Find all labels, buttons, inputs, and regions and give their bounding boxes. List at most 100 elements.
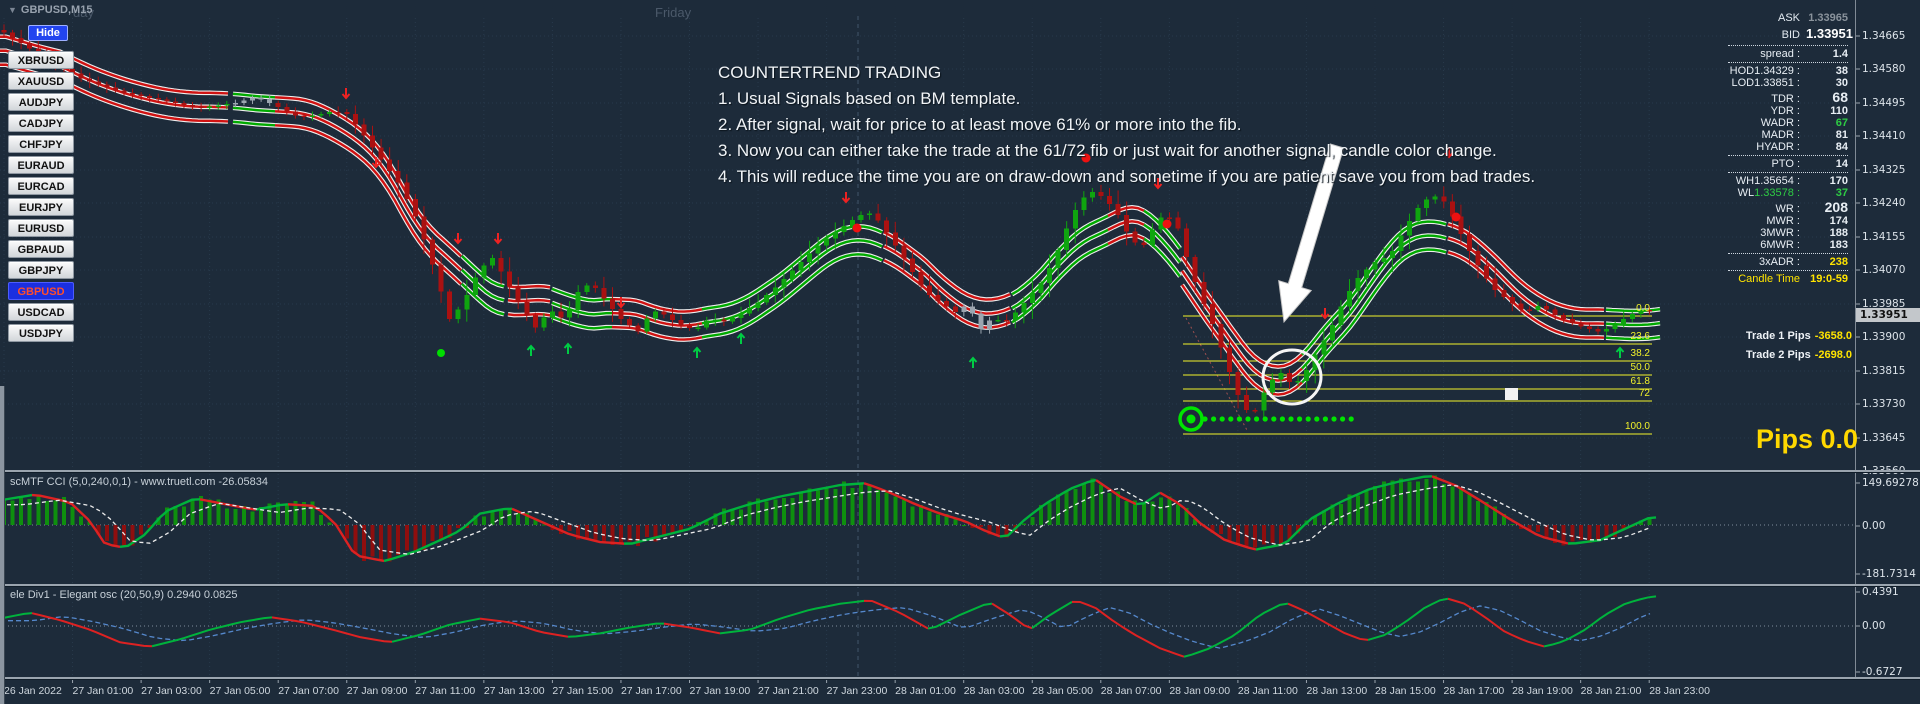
sell-arrow-icon [841, 192, 851, 204]
price-tick-label: 1.34495 [1862, 97, 1906, 109]
fib-level-label: 38.2 [1630, 348, 1650, 359]
symbol-button-eurcad[interactable]: EURCAD [8, 177, 74, 195]
bid-label: BID [1781, 29, 1800, 41]
price-tick-label: 1.34070 [1862, 264, 1906, 276]
window-splitter[interactable] [0, 386, 5, 704]
sell-arrow-icon [493, 233, 503, 245]
symbol-button-chfjpy[interactable]: CHFJPY [8, 135, 74, 153]
sell-arrow-icon [371, 157, 381, 169]
hide-button[interactable]: Hide [28, 25, 68, 41]
symbol-button-gbpaud[interactable]: GBPAUD [8, 240, 74, 258]
info-row: Candle Time 19:0-59 [1738, 273, 1848, 285]
info-row: YDR :110 [1770, 105, 1848, 117]
symbol-button-eurjpy[interactable]: EURJPY [8, 198, 74, 216]
fib-level-label: 100.0 [1624, 421, 1650, 432]
collapse-triangle-icon[interactable]: ▼ [8, 5, 17, 15]
info-row: WL1.33578 :37 [1737, 187, 1848, 199]
symbol-period-text: GBPUSD,M15 [20, 4, 93, 16]
info-row: WH1.35654 :170 [1735, 175, 1848, 187]
symbol-button-cadjpy[interactable]: CADJPY [8, 114, 74, 132]
red-dot-signal [1451, 212, 1461, 222]
time-tick-label: 27 Jan 19:00 [689, 685, 751, 697]
symbol-button-audjpy[interactable]: AUDJPY [8, 93, 74, 111]
annotation-line: 2. After signal, wait for price to at le… [718, 115, 1242, 134]
panel-separator [0, 677, 1920, 680]
symbol-button-gbpusd[interactable]: GBPUSD [8, 282, 74, 300]
time-tick-label: 27 Jan 07:00 [278, 685, 339, 697]
info-row: TDR :68 [1771, 89, 1848, 105]
annotation-line: 1. Usual Signals based on BM template. [718, 89, 1021, 108]
annotation-title: COUNTERTREND TRADING [718, 63, 942, 82]
price-tick-label: 1.34240 [1862, 197, 1906, 209]
panel-separator[interactable] [0, 584, 1920, 587]
buy-arrow-icon [563, 342, 573, 354]
info-row: WR :208 [1775, 199, 1848, 215]
info-row: PTO :14 [1771, 158, 1848, 170]
time-tick-label: 27 Jan 05:00 [209, 685, 271, 697]
grid [0, 16, 1855, 677]
ask-label: ASK [1777, 12, 1800, 24]
trade-1-pips-value: -3658.0 [1814, 330, 1852, 342]
price-tick-label: 1.34580 [1862, 63, 1906, 75]
time-tick-label: 28 Jan 03:00 [963, 685, 1025, 697]
time-axis[interactable]: 26 Jan 2022 27 Jan 01:00 27 Jan 03:00 27 Ja… [0, 679, 1920, 704]
buy-arrow-icon [526, 344, 536, 356]
time-tick-label: 28 Jan 09:00 [1169, 685, 1231, 697]
symbol-button-usdjpy[interactable]: USDJPY [8, 324, 74, 342]
trade-2-pips: Trade 2 Pips -2698.0 [1745, 349, 1852, 361]
time-tick-label: 28 Jan 07:00 [1100, 685, 1162, 697]
time-tick-label: 28 Jan 11:00 [1237, 685, 1298, 697]
day-watermark: Friday [655, 5, 692, 20]
panel-separator[interactable] [0, 470, 1920, 473]
indicator-scale-label: 0.4391 [1862, 586, 1899, 598]
symbol-button-usdcad[interactable]: USDCAD [8, 303, 74, 321]
time-tick-label: 27 Jan 11:00 [415, 685, 476, 697]
info-separator [1728, 253, 1848, 254]
annotation-line: 3. Now you can either take the trade at … [718, 141, 1497, 160]
green-dot-signal [437, 349, 445, 357]
indicator-scale-label: 0.00 [1862, 620, 1886, 632]
price-tick-label: 1.33730 [1862, 398, 1906, 410]
time-tick-label: 27 Jan 13:00 [483, 685, 545, 697]
time-tick-label: 27 Jan 21:00 [758, 685, 819, 697]
time-tick-label: 27 Jan 23:00 [826, 685, 888, 697]
signal-markers [341, 88, 1625, 368]
buy-arrow-icon [736, 332, 746, 344]
info-separator [1728, 270, 1848, 271]
symbol-button-euraud[interactable]: EURAUD [8, 156, 74, 174]
info-row: HOD1.34329 :38 [1729, 65, 1848, 77]
day-watermark: day [73, 5, 94, 20]
time-tick-label: 28 Jan 23:00 [1649, 685, 1710, 697]
info-row: WADR :67 [1760, 117, 1848, 129]
current-price-badge: 1.33951 [1856, 308, 1920, 322]
fib-level-label: 23.6 [1630, 331, 1650, 342]
symbol-button-xbrusd[interactable]: XBRUSD [8, 51, 74, 69]
ask-row: ASK 1.33965 [1718, 12, 1848, 26]
trade-pips-block: Trade 1 Pips -3658.0 Trade 2 Pips -2698.0 [1690, 330, 1852, 368]
info-separator [1728, 172, 1848, 173]
bid-value: 1.33951 [1806, 26, 1853, 41]
chart-symbol-label: ▼ GBPUSD,M15 [8, 4, 92, 16]
symbol-button-eurusd[interactable]: EURUSD [8, 219, 74, 237]
sell-arrow-icon [341, 88, 351, 100]
price-tick-label: 1.34410 [1862, 130, 1906, 142]
elegant-osc-panel [0, 595, 1855, 658]
time-tick-label: 28 Jan 21:00 [1580, 685, 1642, 697]
price-tick-label: 1.33900 [1862, 331, 1906, 343]
price-tick-label: 1.34155 [1862, 231, 1906, 243]
hand-annotations [1261, 143, 1518, 406]
fib-retracement[interactable] [1183, 315, 1652, 435]
red-dot-signal [1162, 219, 1172, 229]
info-row: MADR :81 [1761, 129, 1849, 141]
sell-arrow-icon [1320, 308, 1330, 320]
red-dot-signal [1081, 153, 1091, 163]
symbol-button-xauusd[interactable]: XAUUSD [8, 72, 74, 90]
big-white-arrow [1278, 143, 1345, 324]
info-row: MWR :174 [1766, 215, 1848, 227]
info-separator [1728, 45, 1848, 46]
symbol-button-gbpjpy[interactable]: GBPJPY [8, 261, 74, 279]
price-axis-border [1855, 0, 1856, 678]
fib-level-label: 0.0 [1636, 303, 1650, 314]
